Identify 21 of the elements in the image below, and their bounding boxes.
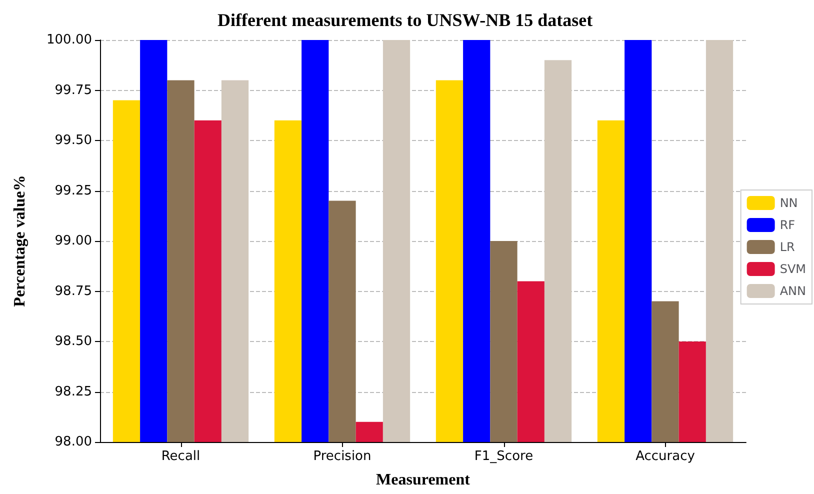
y-tick-label: 99.00 <box>54 234 92 248</box>
y-tick-label: 99.75 <box>54 82 92 98</box>
legend-label: NN <box>780 196 798 210</box>
y-tick-label: 99.25 <box>54 183 92 198</box>
x-tick-label: Accuracy <box>636 449 696 464</box>
x-tick-label: F1_Score <box>474 449 534 464</box>
y-tick-label: 98.25 <box>54 384 92 400</box>
legend-label: ANN <box>780 284 806 298</box>
y-tick-label: 98.50 <box>54 334 92 349</box>
y-tick-label: 100.00 <box>46 32 92 48</box>
x-tick-label: Precision <box>313 449 372 464</box>
legend-label: LR <box>780 240 795 254</box>
y-tick-label: 98.75 <box>54 284 92 299</box>
legend-label: SVM <box>780 262 806 276</box>
y-tick-label: 99.50 <box>54 133 92 148</box>
y-tick-label: 98.00 <box>54 434 92 450</box>
x-tick-label: Recall <box>161 449 200 464</box>
legend-label: RF <box>780 218 796 232</box>
chart-title: Different measurements to UNSW-NB 15 dataset <box>217 10 593 30</box>
y-axis-title: Percentage value% <box>12 175 28 307</box>
x-axis-title: Measurement <box>376 472 471 488</box>
